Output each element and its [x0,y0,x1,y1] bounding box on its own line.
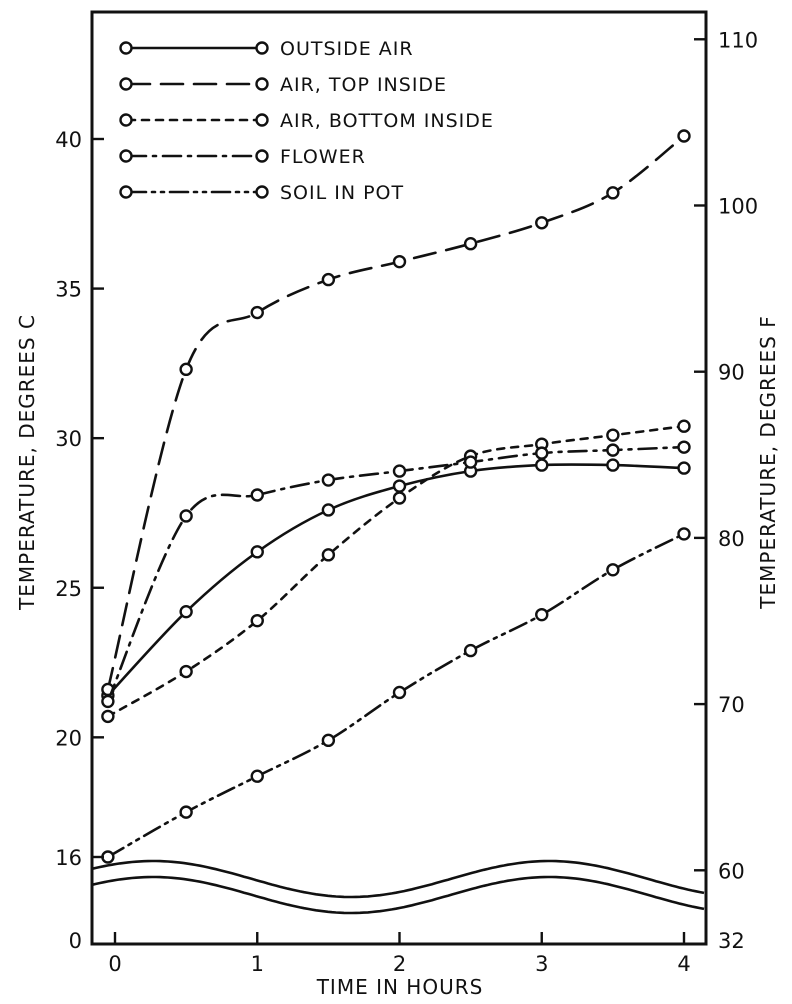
data-point [179,805,193,819]
data-point [179,664,193,679]
axis-break-lower-wave [91,875,705,915]
y-tick-label: 30 [55,427,82,451]
series-air-top-inside [101,129,691,697]
legend-marker-end [255,77,269,91]
x-axis-title: TIME IN HOURS [316,975,484,999]
x-tick-label: 0 [108,952,121,976]
data-point [321,272,336,287]
data-point [606,458,620,472]
y-right-tick-label: 100 [718,194,758,218]
legend-marker-start [119,113,133,127]
legend-item: FLOWER [119,146,366,168]
data-point [101,709,115,724]
data-point [179,509,193,523]
legend-label: AIR, TOP INSIDE [280,74,447,96]
axis-break [91,859,705,915]
legend-marker-start [119,185,133,199]
series-line [106,134,686,691]
data-point [392,491,407,505]
axis-break-gap [92,861,704,913]
y-right-tick-label: 90 [718,361,745,385]
data-point [321,733,336,748]
data-point [535,458,549,472]
data-point [392,479,407,493]
y-tick-label: 40 [55,128,82,152]
legend-marker-end [255,185,269,199]
legend-item: OUTSIDE AIR [119,38,414,60]
series-flower [101,440,691,709]
y-right-tick-label-below-break: 32 [718,929,745,953]
axis-break-upper-wave [91,859,705,899]
legend-label: AIR, BOTTOM INSIDE [280,110,494,132]
data-point [606,186,620,200]
legend-marker-start [119,41,133,55]
data-point [250,488,264,502]
y-right-tick-label: 110 [718,28,758,52]
series-soil-in-pot [101,527,691,864]
y-tick-label: 35 [55,278,82,302]
legend: OUTSIDE AIR AIR, TOP INSIDE AIR, BOTTOM IN… [119,38,494,204]
data-point [321,548,336,562]
data-point [321,503,336,517]
x-tick-label: 3 [535,952,548,976]
data-point [250,769,264,783]
y-axis-title-right: TEMPERATURE, DEGREES F [756,315,780,609]
y-right-tick-label: 80 [718,527,745,551]
y-tick-label-below-break: 0 [69,929,82,953]
data-point [677,440,691,454]
y-tick-label: 16 [55,846,82,870]
data-point [101,694,115,709]
legend-item: SOIL IN POT [119,182,404,204]
data-point [463,237,478,251]
legend-marker-end [255,41,269,55]
legend-label: FLOWER [280,146,366,168]
x-tick-label: 2 [393,952,406,976]
legend-marker-start [119,149,133,163]
data-point [677,461,691,475]
data-point [392,254,407,269]
data-point [250,305,264,320]
legend-item: AIR, BOTTOM INSIDE [119,110,494,132]
y-right-tick-label: 60 [718,859,745,883]
y-tick-label: 20 [55,726,82,750]
data-point [250,613,264,628]
data-point [179,362,193,377]
plot-frame [90,10,708,946]
data-point [535,607,549,622]
data-point [606,428,620,442]
x-tick-label: 4 [677,952,690,976]
data-point [463,455,478,469]
x-tick-label: 1 [251,952,264,976]
data-point [250,545,264,559]
data-point [606,563,620,577]
y-right-tick-label: 70 [718,693,745,717]
data-point [535,446,549,460]
data-point [677,527,691,541]
series-line [106,424,686,718]
data-point [179,604,193,619]
data-point [606,443,620,457]
legend-item: AIR, TOP INSIDE [119,74,447,96]
legend-marker-start [119,77,133,91]
legend-marker-end [255,113,269,127]
legend-label: OUTSIDE AIR [280,38,414,60]
series-layer [101,129,691,864]
data-point [392,685,407,700]
tick-layer: 16 20 25 30 35 40 60 70 80 90 100 110 0 1 2 3 4 [55,28,758,976]
data-point [463,643,478,658]
legend-marker-end [255,149,269,163]
data-point [321,473,336,487]
data-point [101,850,115,864]
data-point [392,464,407,478]
y-tick-label: 25 [55,577,82,601]
data-point [535,216,549,230]
data-point [677,419,691,433]
y-axis-title-left: TEMPERATURE, DEGREES C [15,314,39,611]
series-line [106,463,686,697]
series-outside-air [101,458,691,703]
legend-label: SOIL IN POT [280,182,404,204]
data-point [677,129,691,143]
